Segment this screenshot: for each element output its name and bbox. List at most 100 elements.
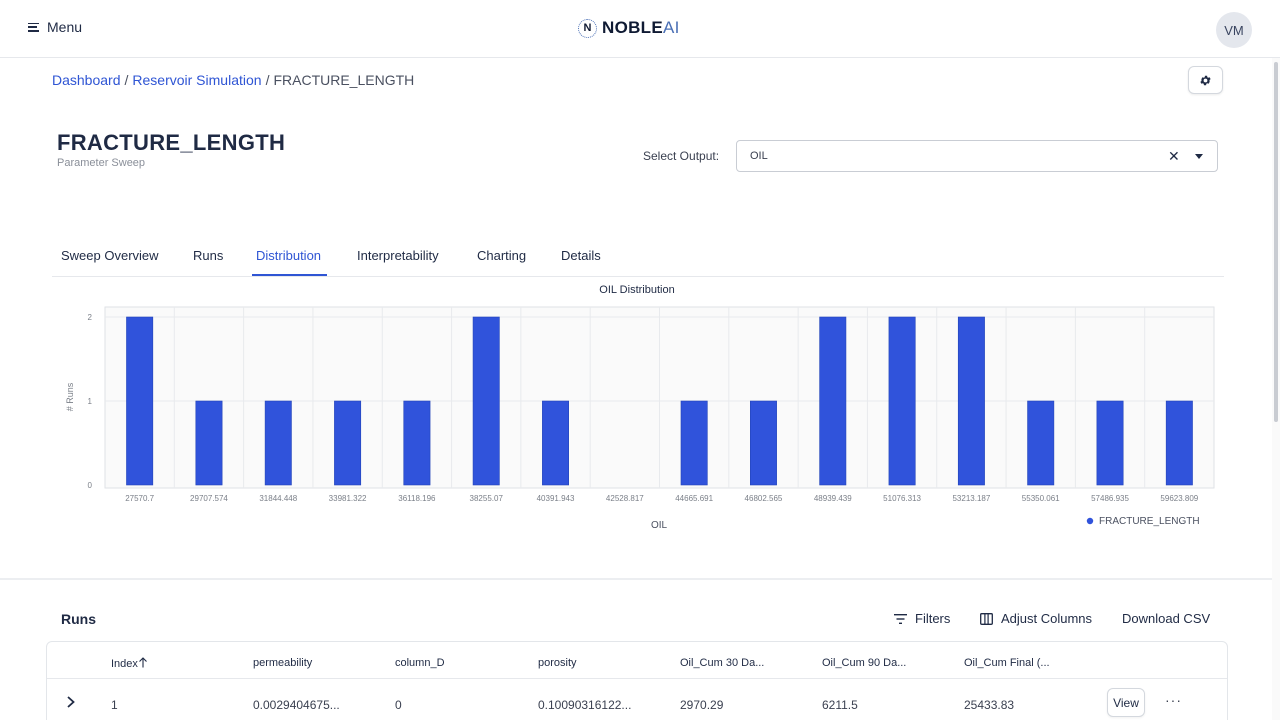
cell-permeability: 0.0029404675... (253, 698, 340, 712)
x-tick-label: 48939.439 (814, 494, 852, 503)
y-tick-label: 1 (88, 397, 93, 406)
bar[interactable] (1027, 400, 1055, 486)
scrollbar-thumb[interactable] (1274, 62, 1278, 422)
view-button[interactable]: View (1107, 688, 1145, 717)
bar[interactable] (264, 400, 292, 486)
gear-icon (1200, 75, 1211, 85)
column-header-oil-cum-90[interactable]: Oil_Cum 90 Da... (822, 657, 907, 669)
breadcrumb-current: FRACTURE_LENGTH (273, 72, 415, 88)
x-tick-label: 40391.943 (537, 494, 575, 503)
bars (126, 316, 1193, 486)
more-options-icon[interactable]: ··· (1165, 692, 1182, 708)
tab-interpretability[interactable]: Interpretability (357, 248, 439, 263)
column-header-permeability[interactable]: permeability (253, 657, 313, 669)
x-tick-label: 44665.691 (675, 494, 713, 503)
runs-table: Index permeability column_D porosity Oil… (46, 641, 1228, 720)
bar[interactable] (680, 400, 708, 486)
clear-icon[interactable]: ✕ (1168, 148, 1180, 164)
logo-accent: AI (663, 18, 680, 37)
section-divider (0, 578, 1272, 580)
adjust-columns-label: Adjust Columns (1001, 611, 1093, 626)
oil-distribution-chart: OIL Distribution 0 1 2 27570.7 29707.574 318… (65, 284, 1215, 531)
breadcrumb-separator: / (265, 72, 270, 88)
column-header-oil-cum-final[interactable]: Oil_Cum Final (... (964, 657, 1050, 669)
output-select[interactable]: OIL ✕ (736, 140, 1218, 172)
tab-runs[interactable]: Runs (193, 248, 224, 263)
tab-charting[interactable]: Charting (477, 248, 527, 263)
x-tick-label: 38255.07 (470, 494, 504, 503)
select-output-label: Select Output: (643, 149, 720, 163)
tab-details[interactable]: Details (561, 248, 601, 263)
column-header-index[interactable]: Index (111, 657, 148, 670)
x-axis-ticks: 27570.7 29707.574 31844.448 33981.322 36118.… (125, 494, 1199, 503)
bar[interactable] (472, 316, 500, 486)
bar[interactable] (403, 400, 431, 486)
x-tick-label: 33981.322 (329, 494, 367, 503)
breadcrumb-reservoir-simulation[interactable]: Reservoir Simulation (132, 72, 262, 88)
column-header-porosity[interactable]: porosity (538, 657, 577, 669)
bar[interactable] (195, 400, 223, 486)
menu-label: Menu (47, 19, 83, 35)
avatar[interactable]: VM (1216, 12, 1252, 48)
legend-swatch (1086, 517, 1094, 525)
y-tick-label: 0 (88, 481, 93, 490)
settings-button[interactable] (1188, 66, 1223, 94)
grid (105, 307, 1214, 488)
cell-index: 1 (111, 698, 118, 712)
column-header-oil-cum-30[interactable]: Oil_Cum 30 Da... (680, 657, 765, 669)
y-tick-label: 2 (88, 313, 93, 322)
chevron-down-icon[interactable] (1195, 154, 1203, 159)
logo: N NOBLEAI (578, 18, 680, 38)
bar[interactable] (126, 316, 154, 486)
filters-label: Filters (915, 611, 951, 626)
filter-icon (894, 613, 907, 624)
legend-entry[interactable]: FRACTURE_LENGTH (1099, 516, 1200, 527)
y-axis-label: # Runs (65, 382, 75, 411)
x-tick-label: 46802.565 (745, 494, 783, 503)
tab-sweep-overview[interactable]: Sweep Overview (61, 248, 159, 263)
filters-button[interactable]: Filters (894, 611, 950, 626)
breadcrumb: Dashboard / Reservoir Simulation / FRACTURE_… (52, 72, 414, 88)
cell-column-d: 0 (395, 698, 402, 712)
x-tick-label: 55350.061 (1022, 494, 1060, 503)
download-csv-label: Download CSV (1122, 611, 1211, 626)
adjust-columns-button[interactable]: Adjust Columns (980, 611, 1092, 626)
bar[interactable] (334, 400, 362, 486)
x-tick-label: 27570.7 (125, 494, 154, 503)
column-header-column-d[interactable]: column_D (395, 657, 445, 669)
x-tick-label: 57486.935 (1091, 494, 1129, 503)
x-tick-label: 36118.196 (398, 494, 436, 503)
x-axis-label: OIL (651, 520, 668, 531)
chart-title: OIL Distribution (599, 284, 674, 296)
header-divider (47, 678, 1227, 679)
bar[interactable] (542, 400, 570, 486)
chevron-right-icon[interactable] (65, 695, 77, 709)
breadcrumb-dashboard[interactable]: Dashboard (52, 72, 121, 88)
bar[interactable] (1165, 400, 1193, 486)
bar[interactable] (749, 400, 777, 486)
x-tick-label: 29707.574 (190, 494, 228, 503)
download-csv-button[interactable]: Download CSV (1122, 611, 1210, 626)
menu-button[interactable]: Menu (28, 19, 82, 35)
y-axis-ticks: 0 1 2 (88, 313, 93, 490)
cell-oil-cum-90: 6211.5 (822, 698, 858, 712)
bar[interactable] (957, 316, 985, 486)
bar[interactable] (1096, 400, 1124, 486)
tab-distribution[interactable]: Distribution (256, 248, 322, 263)
logo-text: NOBLEAI (602, 18, 680, 38)
bar[interactable] (888, 316, 916, 486)
page-title: FRACTURE_LENGTH (57, 130, 286, 155)
page-subtitle: Parameter Sweep (57, 157, 146, 169)
arrow-up-icon (139, 657, 147, 668)
active-tab-indicator (252, 274, 327, 276)
logo-mark-icon: N (578, 18, 597, 38)
bar[interactable] (819, 316, 847, 486)
column-header-label: Index (111, 658, 138, 670)
breadcrumb-separator: / (124, 72, 129, 88)
x-tick-label: 42528.817 (606, 494, 644, 503)
runs-title: Runs (61, 611, 96, 627)
top-bar: Menu N NOBLEAI VM (0, 0, 1280, 58)
tab-bar: Sweep Overview Runs Distribution Interpr… (52, 236, 1224, 277)
cell-porosity: 0.10090316122... (538, 698, 632, 712)
x-tick-label: 31844.448 (259, 494, 297, 503)
